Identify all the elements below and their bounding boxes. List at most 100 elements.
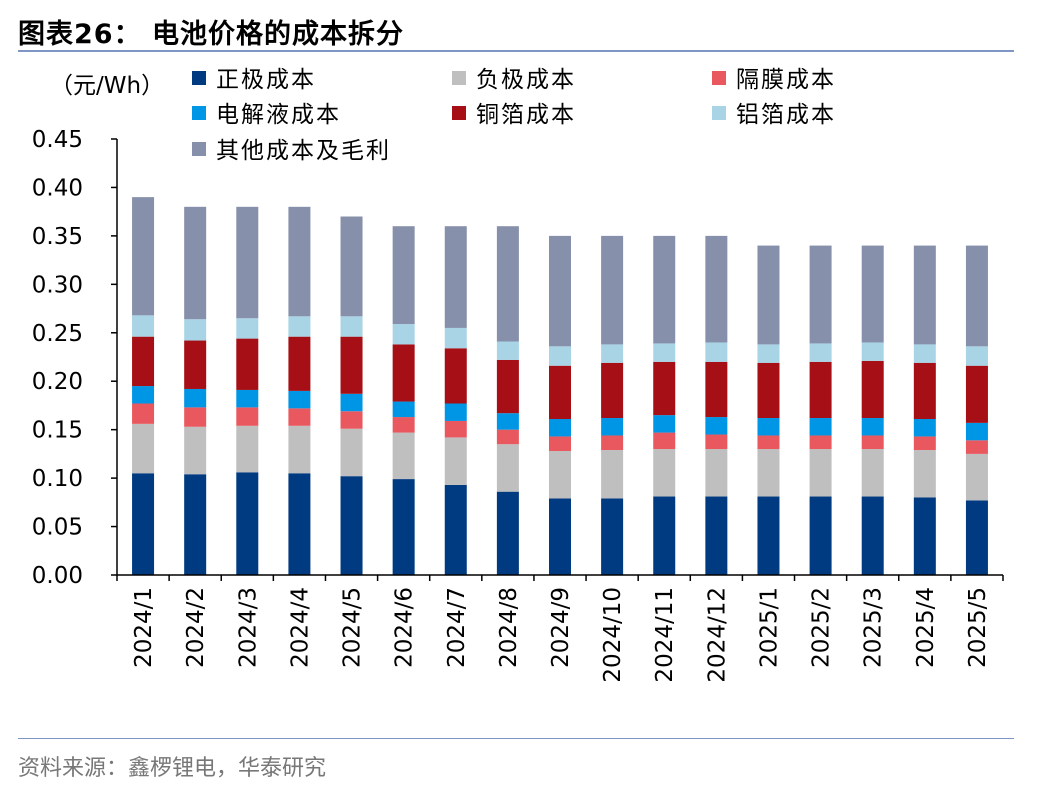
bar-segment	[861, 418, 884, 436]
bar-segment	[444, 348, 467, 404]
bar-segment	[340, 428, 363, 477]
bar-segment	[913, 362, 936, 420]
bar-segment	[913, 344, 936, 363]
bar-segment	[601, 362, 624, 419]
y-tick-label: 0.25	[32, 321, 83, 347]
x-tick-label: 2025/1	[756, 587, 782, 668]
bar-stack	[705, 235, 728, 575]
bar-segment	[653, 432, 676, 450]
bar-segment	[340, 411, 363, 429]
bar-stacks	[132, 197, 988, 575]
x-tick-label: 2024/10	[600, 587, 626, 683]
x-tick-label: 2024/12	[704, 587, 730, 683]
x-tick-label: 2024/5	[340, 587, 366, 668]
bar-segment	[392, 401, 415, 418]
bar-segment	[653, 235, 676, 344]
bar-stack	[340, 216, 363, 575]
bar-segment	[496, 429, 519, 445]
x-tick-label: 2024/2	[183, 587, 209, 668]
bar-stack	[965, 245, 988, 575]
bar-stack	[132, 197, 155, 575]
legend-item: 负极成本	[452, 67, 574, 93]
bar-segment	[653, 496, 676, 575]
bar-segment	[288, 206, 311, 317]
bar-segment	[965, 453, 988, 501]
bar-segment	[965, 440, 988, 454]
page-title: 图表26： 电池价格的成本拆分	[18, 19, 404, 50]
bar-segment	[757, 344, 780, 363]
bar-segment	[288, 316, 311, 337]
bar-segment	[444, 437, 467, 485]
bar-segment	[705, 235, 728, 343]
y-axis-unit-label: （元/Wh）	[50, 73, 164, 99]
bar-segment	[653, 361, 676, 416]
bar-segment	[601, 450, 624, 499]
bar-segment	[705, 342, 728, 362]
legend-label: 电解液成本	[216, 102, 341, 128]
bar-segment	[757, 245, 780, 345]
x-tick-label: 2024/6	[392, 587, 418, 668]
bar-segment	[757, 435, 780, 450]
bar-segment	[913, 450, 936, 498]
source-note: 资料来源：鑫椤锂电，华泰研究	[18, 756, 327, 781]
bar-segment	[340, 316, 363, 337]
bar-segment	[861, 245, 884, 343]
bar-segment	[288, 336, 311, 391]
x-tick-label: 2025/5	[965, 587, 991, 668]
bar-segment	[184, 474, 207, 575]
x-tick-label: 2024/7	[444, 587, 470, 668]
bar-stack	[288, 206, 311, 575]
bar-stack	[601, 235, 624, 575]
y-axis: 0.00 0.05 0.10 0.15 0.20 0.25 0.30 0.35 0.40 0.45	[32, 127, 118, 589]
bar-segment	[705, 496, 728, 575]
bar-segment	[809, 361, 832, 419]
bar-stack	[236, 206, 259, 575]
legend-label: 其他成本及毛利	[216, 138, 391, 164]
legend-swatch	[712, 71, 726, 85]
bar-segment	[184, 206, 207, 320]
bar-segment	[809, 449, 832, 497]
bar-segment	[184, 319, 207, 341]
x-tick-label: 2025/3	[861, 587, 887, 668]
x-tick-label: 2025/4	[913, 587, 939, 668]
bar-segment	[184, 388, 207, 408]
bar-segment	[965, 500, 988, 575]
bar-segment	[913, 419, 936, 437]
bar-segment	[705, 361, 728, 418]
x-tick-label: 2024/1	[131, 587, 157, 668]
bar-segment	[496, 444, 519, 492]
bar-segment	[757, 449, 780, 497]
bar-segment	[757, 418, 780, 436]
bar-segment	[861, 449, 884, 497]
bar-segment	[236, 389, 259, 408]
bar-segment	[757, 362, 780, 419]
x-tick-label: 2024/4	[287, 587, 313, 668]
bar-stack	[809, 245, 832, 575]
bar-segment	[236, 472, 259, 575]
bar-segment	[549, 419, 571, 437]
bar-segment	[653, 449, 676, 497]
bar-stack	[184, 206, 207, 575]
bar-segment	[132, 336, 155, 387]
bar-stack	[496, 226, 519, 575]
title-divider	[18, 50, 1014, 52]
bar-segment	[444, 420, 467, 438]
legend-label: 铝箔成本	[736, 102, 836, 128]
bar-segment	[444, 484, 467, 575]
bar-segment	[340, 476, 363, 575]
bar-segment	[132, 315, 155, 337]
bar-segment	[288, 473, 311, 575]
bar-segment	[444, 226, 467, 328]
legend-label: 正极成本	[216, 67, 316, 93]
bar-segment	[132, 386, 155, 404]
bar-segment	[705, 434, 728, 450]
legend-item: 电解液成本	[192, 102, 341, 128]
bar-segment	[861, 360, 884, 419]
bar-segment	[549, 235, 571, 347]
y-tick-label: 0.05	[32, 515, 83, 541]
y-tick-label: 0.30	[32, 272, 83, 298]
x-axis: 2024/1 2024/2 2024/3 2024/4 2024/5 2024/6 2024…	[116, 574, 1004, 683]
bar-segment	[288, 408, 311, 426]
bar-segment	[392, 344, 415, 402]
